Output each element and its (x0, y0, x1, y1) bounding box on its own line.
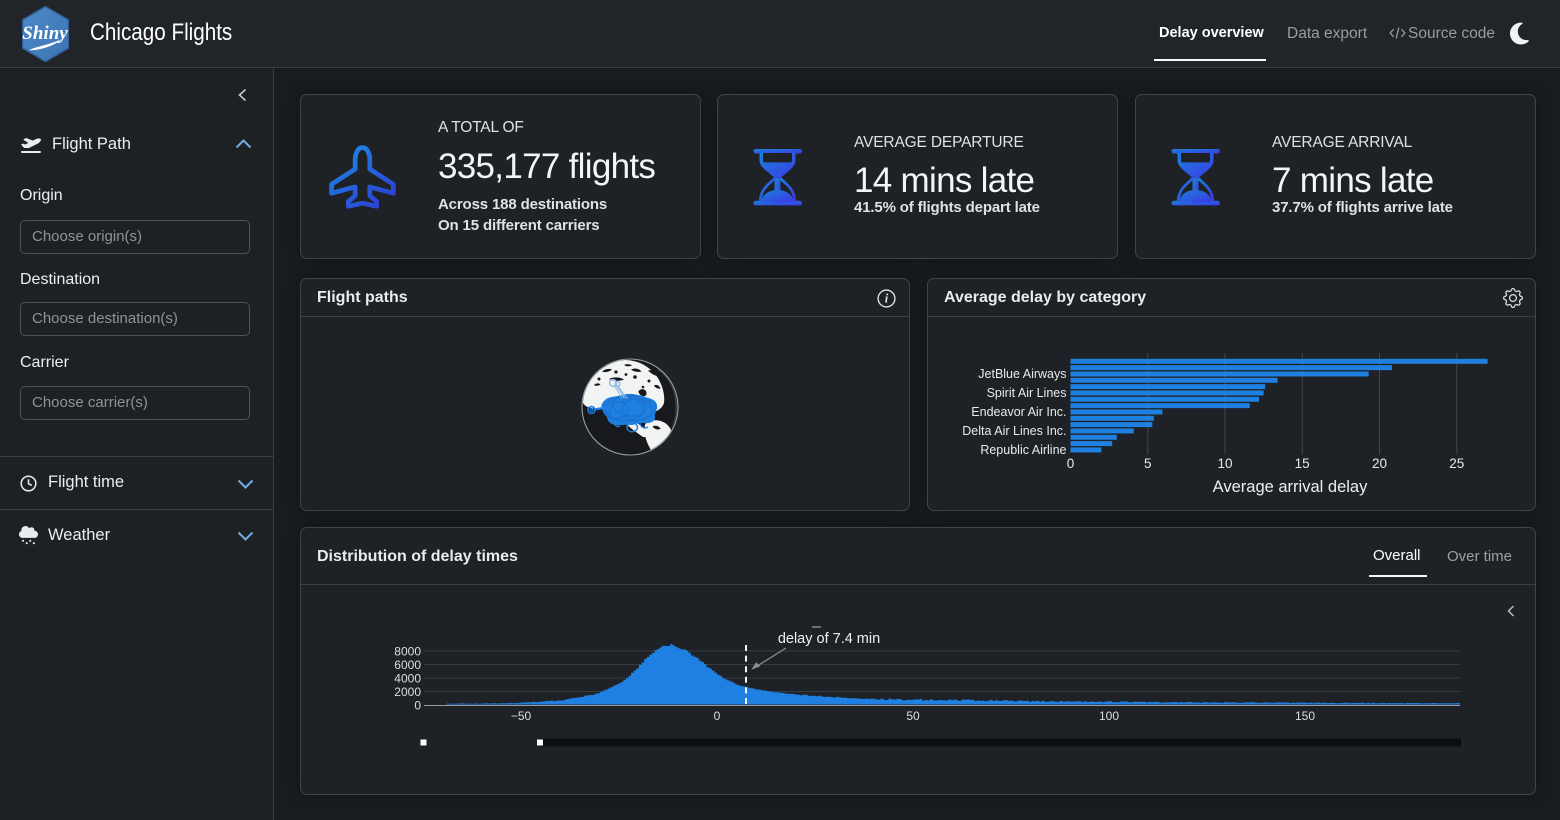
svg-text:150: 150 (1295, 709, 1315, 723)
svg-text:15: 15 (1295, 456, 1310, 471)
svg-text:JetBlue Airways: JetBlue Airways (978, 367, 1066, 381)
svg-text:8000: 8000 (394, 644, 421, 658)
svg-text:0: 0 (714, 709, 721, 723)
svg-text:delay of 7.4 min: delay of 7.4 min (778, 631, 880, 647)
svg-text:Spirit Air Lines: Spirit Air Lines (987, 386, 1067, 400)
svg-text:−50: −50 (511, 709, 532, 723)
svg-text:6000: 6000 (394, 658, 421, 672)
svg-text:0: 0 (1067, 456, 1075, 471)
svg-text:50: 50 (906, 709, 920, 723)
svg-text:0: 0 (414, 698, 421, 712)
svg-text:Delta Air Lines Inc.: Delta Air Lines Inc. (962, 424, 1066, 438)
svg-text:10: 10 (1217, 456, 1232, 471)
svg-text:Republic Airline: Republic Airline (980, 443, 1066, 457)
svg-text:Shiny: Shiny (22, 23, 68, 44)
svg-text:Endeavor Air Inc.: Endeavor Air Inc. (971, 405, 1066, 419)
svg-text:25: 25 (1449, 456, 1464, 471)
svg-text:100: 100 (1099, 709, 1119, 723)
svg-text:Average arrival delay: Average arrival delay (1213, 478, 1368, 496)
svg-text:5: 5 (1144, 456, 1152, 471)
svg-text:2000: 2000 (394, 685, 421, 699)
svg-text:20: 20 (1372, 456, 1387, 471)
svg-text:i: i (885, 292, 889, 306)
svg-text:4000: 4000 (394, 671, 421, 685)
